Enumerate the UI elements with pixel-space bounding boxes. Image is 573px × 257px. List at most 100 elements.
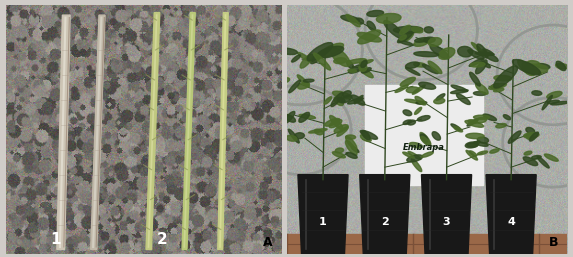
Ellipse shape bbox=[286, 135, 297, 141]
Ellipse shape bbox=[284, 114, 296, 122]
Ellipse shape bbox=[470, 72, 480, 86]
Ellipse shape bbox=[537, 157, 549, 168]
Ellipse shape bbox=[298, 82, 309, 89]
Ellipse shape bbox=[475, 117, 486, 123]
Ellipse shape bbox=[410, 142, 422, 148]
Ellipse shape bbox=[526, 134, 533, 140]
Ellipse shape bbox=[532, 155, 541, 159]
Ellipse shape bbox=[491, 84, 499, 88]
Ellipse shape bbox=[542, 95, 552, 110]
Ellipse shape bbox=[351, 95, 365, 105]
Ellipse shape bbox=[415, 38, 430, 42]
Ellipse shape bbox=[324, 97, 332, 104]
Ellipse shape bbox=[434, 98, 445, 104]
Ellipse shape bbox=[337, 97, 345, 103]
Ellipse shape bbox=[423, 37, 435, 43]
Ellipse shape bbox=[329, 116, 343, 130]
Ellipse shape bbox=[403, 110, 412, 116]
Ellipse shape bbox=[470, 62, 485, 67]
Ellipse shape bbox=[473, 91, 486, 95]
Ellipse shape bbox=[465, 142, 478, 148]
Text: B: B bbox=[550, 236, 559, 250]
Ellipse shape bbox=[367, 11, 384, 16]
Ellipse shape bbox=[477, 44, 488, 58]
Ellipse shape bbox=[300, 54, 313, 68]
Bar bbox=[365, 85, 483, 185]
Ellipse shape bbox=[432, 132, 441, 140]
Ellipse shape bbox=[399, 35, 406, 40]
Polygon shape bbox=[57, 15, 70, 250]
Ellipse shape bbox=[512, 60, 540, 75]
Ellipse shape bbox=[482, 61, 490, 68]
Ellipse shape bbox=[417, 116, 430, 121]
Ellipse shape bbox=[403, 152, 414, 158]
Ellipse shape bbox=[367, 21, 375, 31]
Ellipse shape bbox=[419, 82, 435, 89]
Ellipse shape bbox=[469, 151, 477, 156]
Ellipse shape bbox=[467, 119, 478, 126]
Text: A: A bbox=[263, 236, 273, 250]
Ellipse shape bbox=[469, 59, 483, 66]
Ellipse shape bbox=[477, 151, 488, 155]
Ellipse shape bbox=[454, 127, 462, 132]
Ellipse shape bbox=[428, 61, 442, 74]
Ellipse shape bbox=[475, 52, 494, 56]
Ellipse shape bbox=[309, 129, 327, 133]
Ellipse shape bbox=[547, 100, 559, 104]
Ellipse shape bbox=[360, 131, 378, 139]
Ellipse shape bbox=[523, 157, 537, 166]
Ellipse shape bbox=[556, 61, 566, 71]
Ellipse shape bbox=[297, 75, 309, 87]
Ellipse shape bbox=[358, 30, 380, 44]
Ellipse shape bbox=[414, 107, 422, 114]
Ellipse shape bbox=[424, 27, 433, 33]
Ellipse shape bbox=[277, 113, 286, 124]
Ellipse shape bbox=[399, 25, 410, 34]
Ellipse shape bbox=[351, 146, 359, 152]
Ellipse shape bbox=[451, 124, 461, 130]
Text: 2: 2 bbox=[381, 217, 388, 227]
Ellipse shape bbox=[299, 114, 316, 119]
Ellipse shape bbox=[331, 48, 350, 66]
Ellipse shape bbox=[346, 135, 356, 139]
Ellipse shape bbox=[407, 155, 423, 162]
Text: 3: 3 bbox=[443, 217, 450, 227]
Ellipse shape bbox=[334, 125, 348, 133]
Ellipse shape bbox=[482, 49, 493, 55]
Ellipse shape bbox=[289, 80, 301, 93]
Ellipse shape bbox=[551, 101, 570, 105]
Text: Embrapa: Embrapa bbox=[403, 143, 445, 152]
Ellipse shape bbox=[398, 31, 413, 43]
Polygon shape bbox=[146, 13, 160, 250]
Ellipse shape bbox=[476, 83, 488, 94]
Ellipse shape bbox=[466, 133, 484, 139]
Ellipse shape bbox=[524, 151, 532, 155]
Polygon shape bbox=[218, 13, 228, 250]
Ellipse shape bbox=[361, 60, 367, 68]
Ellipse shape bbox=[494, 75, 512, 81]
Ellipse shape bbox=[403, 120, 411, 124]
Ellipse shape bbox=[313, 53, 331, 70]
Ellipse shape bbox=[536, 63, 550, 69]
Ellipse shape bbox=[421, 136, 430, 145]
Ellipse shape bbox=[354, 95, 363, 104]
Ellipse shape bbox=[295, 133, 304, 139]
Ellipse shape bbox=[556, 63, 568, 69]
Ellipse shape bbox=[414, 40, 428, 46]
Ellipse shape bbox=[457, 94, 470, 105]
Ellipse shape bbox=[362, 131, 370, 140]
Ellipse shape bbox=[347, 61, 354, 69]
Ellipse shape bbox=[288, 129, 299, 143]
Ellipse shape bbox=[283, 112, 295, 124]
Ellipse shape bbox=[298, 52, 311, 62]
Polygon shape bbox=[182, 13, 195, 250]
Ellipse shape bbox=[523, 64, 548, 74]
Ellipse shape bbox=[406, 68, 420, 75]
Ellipse shape bbox=[484, 53, 498, 61]
Ellipse shape bbox=[531, 69, 541, 74]
Ellipse shape bbox=[414, 63, 426, 67]
Ellipse shape bbox=[422, 152, 433, 157]
Ellipse shape bbox=[493, 88, 504, 92]
Ellipse shape bbox=[466, 150, 477, 160]
Ellipse shape bbox=[348, 69, 356, 72]
